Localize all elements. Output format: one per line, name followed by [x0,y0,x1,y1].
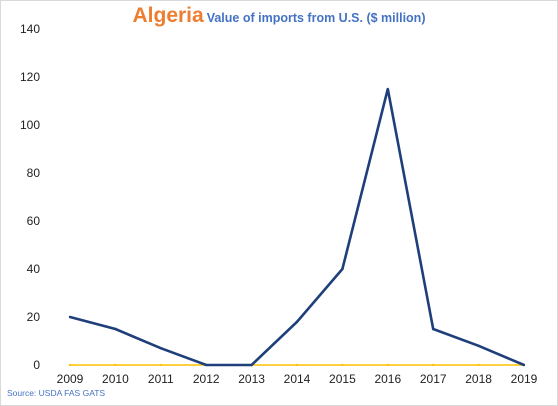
data-point-secondary [477,363,480,367]
x-tick-label: 2017 [420,372,447,386]
data-point-imports [522,363,526,367]
data-point-imports [386,87,389,91]
data-point-imports [68,315,72,319]
data-point-secondary [295,363,299,367]
x-tick-label: 2015 [329,372,356,386]
data-point-secondary [114,363,117,367]
data-point-imports [341,267,344,271]
y-tick-label: 100 [20,118,40,132]
data-point-imports [159,347,162,350]
y-tick-label: 60 [27,214,41,228]
data-point-imports [477,344,480,347]
y-tick-label: 140 [20,22,40,36]
y-tick-label: 40 [27,262,41,276]
x-tick-label: 2013 [238,372,265,386]
data-point-imports [432,327,435,331]
data-point-imports [205,363,208,367]
data-point-imports [114,327,117,331]
x-tick-label: 2011 [148,372,174,386]
series-line-imports [69,88,525,367]
data-point-secondary [68,363,72,367]
x-tick-label: 2016 [374,372,401,386]
x-tick-label: 2010 [102,372,129,386]
data-point-secondary [159,363,162,367]
data-point-secondary [432,363,435,367]
y-tick-label: 20 [27,310,41,324]
y-tick-label: 120 [20,70,40,84]
y-tick-label: 80 [27,166,41,180]
data-point-secondary [341,363,344,367]
data-point-imports [250,363,253,367]
data-point-secondary [386,363,389,367]
y-tick-label: 0 [33,358,40,372]
chart-title: Algeria Value of imports from U.S. ($ mil… [0,4,558,28]
country-title: Algeria [132,4,204,27]
x-tick-label: 2018 [465,372,492,386]
x-tick-label: 2009 [57,372,84,386]
x-tick-label: 2019 [511,372,538,386]
source-note: Source: USDA FAS GATS [7,388,106,398]
chart-subtitle: Value of imports from U.S. ($ million) [206,11,426,25]
x-tick-label: 2014 [284,372,311,386]
data-point-imports [295,320,299,323]
x-tick-label: 2012 [193,372,220,386]
